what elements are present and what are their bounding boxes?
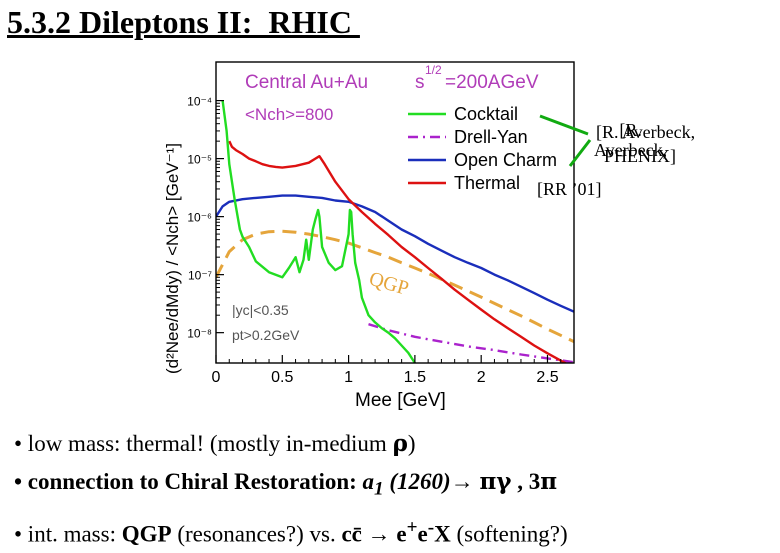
reference-averbeck: [R. Averbeck, (594, 120, 668, 160)
cut-pt: pt>0.2GeV (232, 327, 300, 343)
x-tick-label: 1.5 (404, 369, 426, 386)
chart-title-main: Central Au+Au (245, 72, 368, 93)
y-tick-label: 10⁻⁴ (187, 95, 212, 109)
chart-title-energy: =200AGeV (445, 72, 539, 93)
chart-title-power: 1/2 (425, 63, 442, 77)
reference-phenix: PHENIX] (604, 146, 676, 166)
series-thermal-line (228, 140, 568, 363)
plot-frame (215, 61, 575, 364)
dilepton-spectrum-figure: 0 0.5 1 1.5 2 2.5 10⁻⁸ 10⁻⁷ 10⁻⁶ 10⁻⁵ 10⁻⁴ Central… (150, 56, 667, 419)
x-tick-label: 2.5 (536, 369, 558, 386)
y-axis-label: (d²Nee/dMdy) / <Nch> [GeV⁻¹] (163, 143, 182, 374)
y-tick-label: 10⁻⁷ (188, 269, 212, 283)
legend-label-open-charm: Open Charm (454, 150, 557, 170)
y-tick-label: 10⁻⁸ (187, 327, 212, 341)
x-tick-label: 0.5 (271, 369, 293, 386)
dilepton-chart: 0 0.5 1 1.5 2 2.5 10⁻⁸ 10⁻⁷ 10⁻⁶ 10⁻⁵ 10⁻⁴ Central… (163, 61, 575, 411)
x-tick-label: 1 (344, 369, 353, 386)
y-tick-label: 10⁻⁵ (187, 153, 212, 167)
slide-title: 5.3.2 Dileptons II: RHIC (7, 4, 360, 40)
x-tick-label: 2 (477, 369, 486, 386)
series-open-charm-line (216, 194, 574, 313)
series-drell-yan-line (368, 323, 574, 363)
reference-averbeck-line: [R. Averbeck, (596, 122, 696, 142)
series-qgp-line (216, 229, 574, 344)
legend-label-drell-yan: Drell-Yan (454, 127, 528, 147)
chart-title-sqrt: s (415, 72, 425, 93)
cut-rapidity: |yc|<0.35 (232, 302, 289, 318)
bullet-chiral: • connection to Chiral Restoration: a1 (… (14, 468, 558, 500)
bullet-list: • low mass: thermal! (mostly in-medium ρ… (14, 425, 568, 553)
bullet-int-mass: • int. mass: QGP (resonances?) vs. cc̄ →… (14, 516, 568, 547)
series-cocktail-line (221, 100, 416, 363)
legend-label-cocktail: Cocktail (454, 104, 518, 124)
legend-label-thermal: Thermal (454, 173, 520, 193)
y-tick-label: 10⁻⁶ (187, 211, 212, 225)
nch-annotation: <Nch>=800 (245, 105, 333, 124)
qgp-label: QGP (367, 268, 412, 300)
x-axis-label: Mee [GeV] (355, 390, 446, 411)
bullet-low-mass: • low mass: thermal! (mostly in-medium ρ… (14, 430, 416, 457)
reference-rr01: [RR ’01] (537, 179, 602, 199)
x-tick-label: 0 (212, 369, 221, 386)
